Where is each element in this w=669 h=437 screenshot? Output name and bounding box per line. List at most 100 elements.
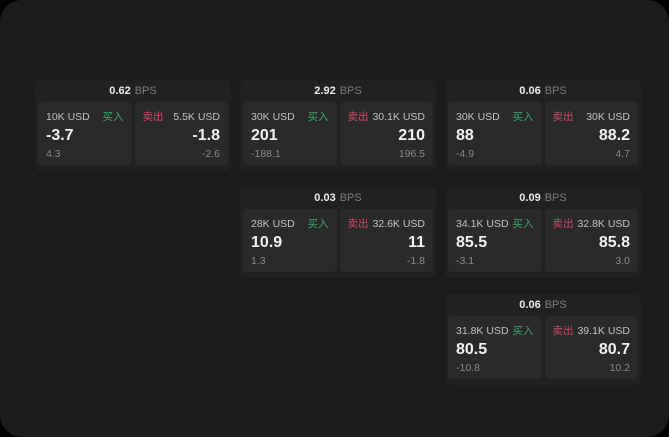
sell-side-label: 卖出	[347, 218, 369, 230]
buy-side-label: 买入	[512, 218, 534, 230]
buy-sub-value: -3.1	[456, 254, 475, 267]
quote-card: 0.06 BPS 30K USD 买入 88 -4.9 卖出 30K USD	[445, 80, 641, 171]
sell-quote-tile[interactable]: 卖出 30K USD 88.2 4.7	[544, 102, 638, 165]
buy-sub-value: -4.9	[456, 147, 475, 160]
buy-price: 10.9	[251, 234, 283, 252]
sell-quote-tile[interactable]: 卖出 5.5K USD -1.8 -2.6	[134, 102, 228, 165]
buy-quote-tile[interactable]: 10K USD 买入 -3.7 4.3	[38, 102, 132, 165]
sell-quote-tile[interactable]: 卖出 32.8K USD 85.8 3.0	[544, 209, 638, 272]
sell-tile-top: 卖出 39.1K USD	[553, 323, 631, 338]
buy-price: -3.7	[46, 127, 74, 145]
sell-tile-top: 卖出 5.5K USD	[143, 109, 221, 124]
spread-header: 2.92 BPS	[240, 80, 436, 102]
buy-sub-value: -10.8	[456, 361, 480, 374]
buy-side-label: 买入	[307, 111, 329, 123]
sell-size: 5.5K USD	[173, 111, 220, 123]
buy-tile-top: 34.1K USD 买入	[456, 216, 534, 231]
buy-size: 34.1K USD	[456, 218, 509, 230]
sell-tile-top: 卖出 32.8K USD	[553, 216, 631, 231]
quote-panels: 30K USD 买入 201 -188.1 卖出 30.1K USD 210 1…	[240, 102, 436, 168]
quote-panels: 30K USD 买入 88 -4.9 卖出 30K USD 88.2 4.7	[445, 102, 641, 168]
spread-unit: BPS	[544, 85, 567, 97]
sell-size: 30.1K USD	[372, 111, 425, 123]
sell-sub-value: 196.5	[398, 147, 425, 160]
buy-price: 201	[251, 127, 278, 145]
sell-price: 80.7	[598, 341, 630, 359]
buy-quote-tile[interactable]: 28K USD 买入 10.9 1.3	[243, 209, 337, 272]
sell-size: 39.1K USD	[577, 325, 630, 337]
sell-quote-tile[interactable]: 卖出 32.6K USD 11 -1.8	[339, 209, 433, 272]
sell-side-label: 卖出	[552, 325, 574, 337]
sell-sub-value: -1.8	[406, 254, 425, 267]
buy-tile-top: 30K USD 买入	[251, 109, 329, 124]
buy-quote-tile[interactable]: 30K USD 买入 201 -188.1	[243, 102, 337, 165]
sell-price: 210	[398, 127, 425, 145]
quote-card: 0.06 BPS 31.8K USD 买入 80.5 -10.8 卖出 39.1K…	[445, 294, 641, 385]
buy-tile-top: 28K USD 买入	[251, 216, 329, 231]
spread-header: 0.03 BPS	[240, 187, 436, 209]
buy-price: 80.5	[456, 341, 488, 359]
buy-side-label: 买入	[307, 218, 329, 230]
sell-size: 32.8K USD	[577, 218, 630, 230]
sell-price: -1.8	[192, 127, 220, 145]
spread-value: 0.06	[519, 299, 541, 311]
quote-panels: 31.8K USD 买入 80.5 -10.8 卖出 39.1K USD 80.…	[445, 316, 641, 382]
spread-header: 0.62 BPS	[35, 80, 231, 102]
sell-price: 85.8	[598, 234, 630, 252]
sell-side-label: 卖出	[552, 111, 574, 123]
spread-header: 0.06 BPS	[445, 80, 641, 102]
sell-quote-tile[interactable]: 卖出 39.1K USD 80.7 10.2	[544, 316, 638, 379]
buy-sub-value: 1.3	[251, 254, 266, 267]
spread-value: 0.09	[519, 192, 541, 204]
spread-value: 2.92	[314, 85, 336, 97]
spread-unit: BPS	[339, 85, 362, 97]
quote-card: 0.62 BPS 10K USD 买入 -3.7 4.3 卖出 5.5K USD	[35, 80, 231, 171]
sell-side-label: 卖出	[347, 111, 369, 123]
sell-size: 32.6K USD	[372, 218, 425, 230]
sell-price: 11	[408, 234, 425, 252]
quote-card: 2.92 BPS 30K USD 买入 201 -188.1 卖出 30.1K U…	[240, 80, 436, 171]
spread-value: 0.62	[109, 85, 131, 97]
quote-panels: 10K USD 买入 -3.7 4.3 卖出 5.5K USD -1.8 -2.…	[35, 102, 231, 168]
quote-card: 0.03 BPS 28K USD 买入 10.9 1.3 卖出 32.6K USD	[240, 187, 436, 278]
buy-size: 30K USD	[251, 111, 295, 123]
buy-size: 10K USD	[46, 111, 90, 123]
quote-card: 0.09 BPS 34.1K USD 买入 85.5 -3.1 卖出 32.8K …	[445, 187, 641, 278]
spread-unit: BPS	[544, 299, 567, 311]
spread-unit: BPS	[134, 85, 157, 97]
spread-header: 0.09 BPS	[445, 187, 641, 209]
buy-price: 85.5	[456, 234, 488, 252]
buy-tile-top: 31.8K USD 买入	[456, 323, 534, 338]
spread-header: 0.06 BPS	[445, 294, 641, 316]
buy-size: 30K USD	[456, 111, 500, 123]
sell-tile-top: 卖出 30K USD	[553, 109, 631, 124]
buy-quote-tile[interactable]: 31.8K USD 买入 80.5 -10.8	[448, 316, 542, 379]
spread-value: 0.06	[519, 85, 541, 97]
spread-unit: BPS	[544, 192, 567, 204]
buy-side-label: 买入	[512, 111, 534, 123]
sell-side-label: 卖出	[142, 111, 164, 123]
buy-tile-top: 30K USD 买入	[456, 109, 534, 124]
sell-size: 30K USD	[586, 111, 630, 123]
quote-panels: 34.1K USD 买入 85.5 -3.1 卖出 32.8K USD 85.8…	[445, 209, 641, 275]
sell-sub-value: 10.2	[609, 361, 630, 374]
sell-price: 88.2	[598, 127, 630, 145]
buy-quote-tile[interactable]: 34.1K USD 买入 85.5 -3.1	[448, 209, 542, 272]
buy-size: 28K USD	[251, 218, 295, 230]
buy-side-label: 买入	[102, 111, 124, 123]
buy-side-label: 买入	[512, 325, 534, 337]
buy-price: 88	[456, 127, 474, 145]
sell-sub-value: -2.6	[201, 147, 220, 160]
sell-tile-top: 卖出 32.6K USD	[348, 216, 426, 231]
buy-tile-top: 10K USD 买入	[46, 109, 124, 124]
sell-sub-value: 3.0	[615, 254, 630, 267]
spread-unit: BPS	[339, 192, 362, 204]
spread-value: 0.03	[314, 192, 336, 204]
sell-tile-top: 卖出 30.1K USD	[348, 109, 426, 124]
sell-quote-tile[interactable]: 卖出 30.1K USD 210 196.5	[339, 102, 433, 165]
buy-quote-tile[interactable]: 30K USD 买入 88 -4.9	[448, 102, 542, 165]
quote-panels: 28K USD 买入 10.9 1.3 卖出 32.6K USD 11 -1.8	[240, 209, 436, 275]
buy-sub-value: -188.1	[251, 147, 281, 160]
